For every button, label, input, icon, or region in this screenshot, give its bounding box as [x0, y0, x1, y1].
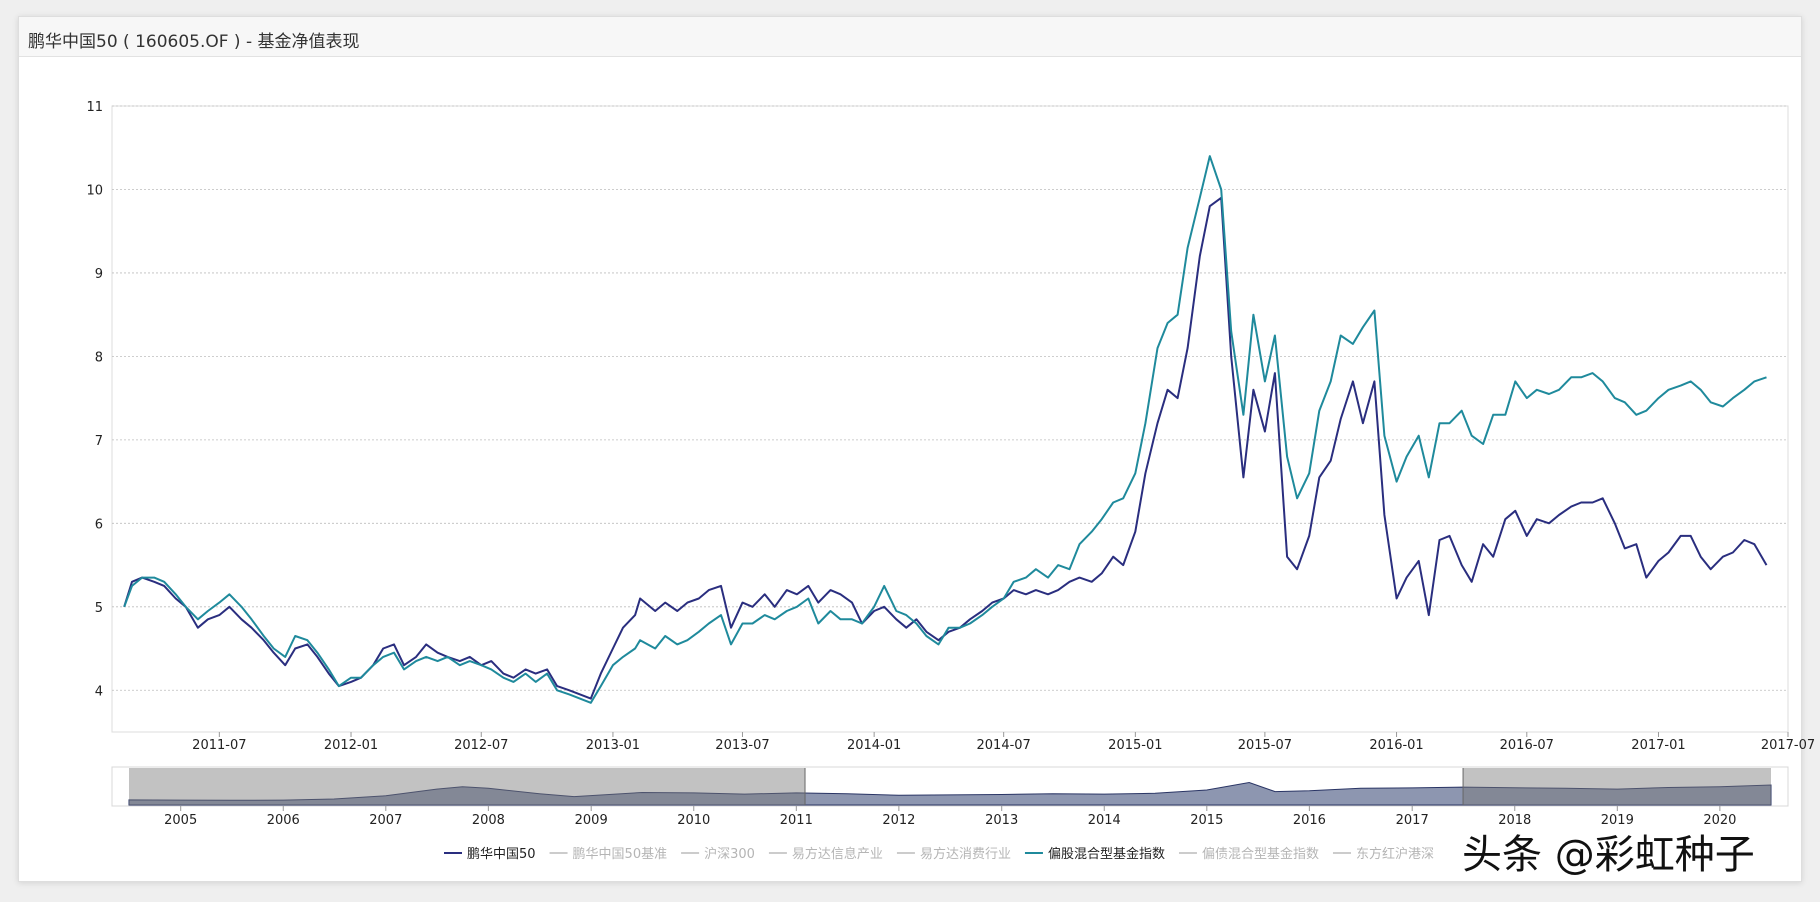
navigator-mask-left: [129, 768, 806, 805]
navigator-tick-label: 2009: [575, 813, 608, 828]
navigator-tick-label: 2020: [1703, 813, 1736, 828]
watermark: 头条 @彩虹种子: [1462, 832, 1755, 878]
x-tick-label: 2015-07: [1238, 738, 1292, 753]
y-tick-label: 10: [86, 183, 103, 198]
x-tick-label: 2013-07: [715, 738, 769, 753]
legend-label: 鹏华中国50基准: [573, 847, 668, 862]
navigator-tick-label: 2016: [1293, 813, 1326, 828]
legend-label: 鹏华中国50: [467, 847, 536, 862]
y-axis: 4 5 6 7 8 9 10 11: [86, 100, 103, 699]
legend-item[interactable]: 鹏华中国50基准: [549, 847, 668, 862]
navigator-tick-label: 2005: [164, 813, 197, 828]
legend-item[interactable]: 易方达信息产业: [768, 846, 883, 862]
y-tick-label: 6: [95, 517, 103, 532]
navigator-tick-label: 2015: [1190, 813, 1223, 828]
legend-label: 易方达消费行业: [920, 846, 1011, 862]
y-tick-label: 4: [95, 684, 103, 699]
x-tick-label: 2014-01: [847, 738, 901, 753]
series-line[interactable]: [123, 196, 1768, 700]
series-lines[interactable]: [123, 155, 1768, 704]
legend-item[interactable]: 偏股混合型基金指数: [1024, 846, 1165, 862]
navigator-tick-label: 2017: [1396, 813, 1429, 828]
series-line[interactable]: [123, 155, 1767, 704]
x-tick-label: 2012-01: [324, 738, 378, 753]
x-tick-label: 2016-01: [1369, 738, 1423, 753]
legend-label: 偏债混合型基金指数: [1202, 846, 1319, 862]
legend[interactable]: 鹏华中国50 鹏华中国50基准 沪深300 易方达信息产业 易方达消费行业 偏股混合型基金…: [444, 846, 1434, 862]
chart-title: 鹏华中国50 ( 160605.OF ) - 基金净值表现: [28, 32, 360, 52]
chart-panel: 鹏华中国50 ( 160605.OF ) - 基金净值表现: [18, 16, 1802, 882]
navigator-tick-label: 2013: [985, 813, 1018, 828]
navigator-tick-label: 2018: [1498, 813, 1531, 828]
navigator-tick-label: 2014: [1088, 813, 1121, 828]
x-tick-label: 2012-07: [454, 738, 508, 753]
y-tick-label: 5: [95, 601, 103, 616]
grid-lines: [111, 105, 1789, 733]
y-tick-label: 8: [95, 350, 103, 365]
navigator-tick-label: 2006: [267, 813, 300, 828]
legend-item[interactable]: 东方红沪港深: [1332, 846, 1434, 862]
legend-item[interactable]: 沪深300: [681, 846, 755, 862]
y-tick-label: 11: [86, 100, 103, 115]
x-tick-label: 2015-01: [1108, 738, 1162, 753]
range-navigator[interactable]: 2005 2006 2007 2008 2009 2010 2011 2012 2013 2014…: [111, 766, 1789, 828]
legend-item[interactable]: 易方达消费行业: [896, 846, 1011, 862]
navigator-tick-label: 2019: [1601, 813, 1634, 828]
legend-item[interactable]: 鹏华中国50: [444, 847, 536, 862]
navigator-tick-label: 2007: [369, 813, 402, 828]
navigator-tick-label: 2011: [780, 813, 813, 828]
x-tick-label: 2017-07: [1761, 738, 1815, 753]
legend-item[interactable]: 偏债混合型基金指数: [1178, 846, 1319, 862]
navigator-area: [128, 781, 1772, 806]
title-bar: 鹏华中国50 ( 160605.OF ) - 基金净值表现: [19, 17, 1801, 57]
legend-label: 偏股混合型基金指数: [1048, 846, 1165, 862]
x-tick-label: 2017-01: [1631, 738, 1685, 753]
legend-label: 沪深300: [704, 846, 755, 862]
x-tick-label: 2014-07: [977, 738, 1031, 753]
navigator-mask-right: [1463, 768, 1771, 805]
plot-frame: [111, 105, 1789, 733]
navigator-tick-label: 2012: [882, 813, 915, 828]
x-axis: 2011-07 2012-01 2012-07 2013-01 2013-07 2014-…: [192, 732, 1815, 753]
y-tick-label: 7: [95, 434, 103, 449]
navigator-tick-label: 2010: [677, 813, 710, 828]
legend-label: 东方红沪港深: [1356, 846, 1434, 862]
legend-label: 易方达信息产业: [792, 846, 883, 862]
x-tick-label: 2013-01: [586, 738, 640, 753]
x-tick-label: 2011-07: [192, 738, 246, 753]
y-tick-label: 9: [95, 267, 103, 282]
x-tick-label: 2016-07: [1500, 738, 1554, 753]
navigator-tick-label: 2008: [472, 813, 505, 828]
